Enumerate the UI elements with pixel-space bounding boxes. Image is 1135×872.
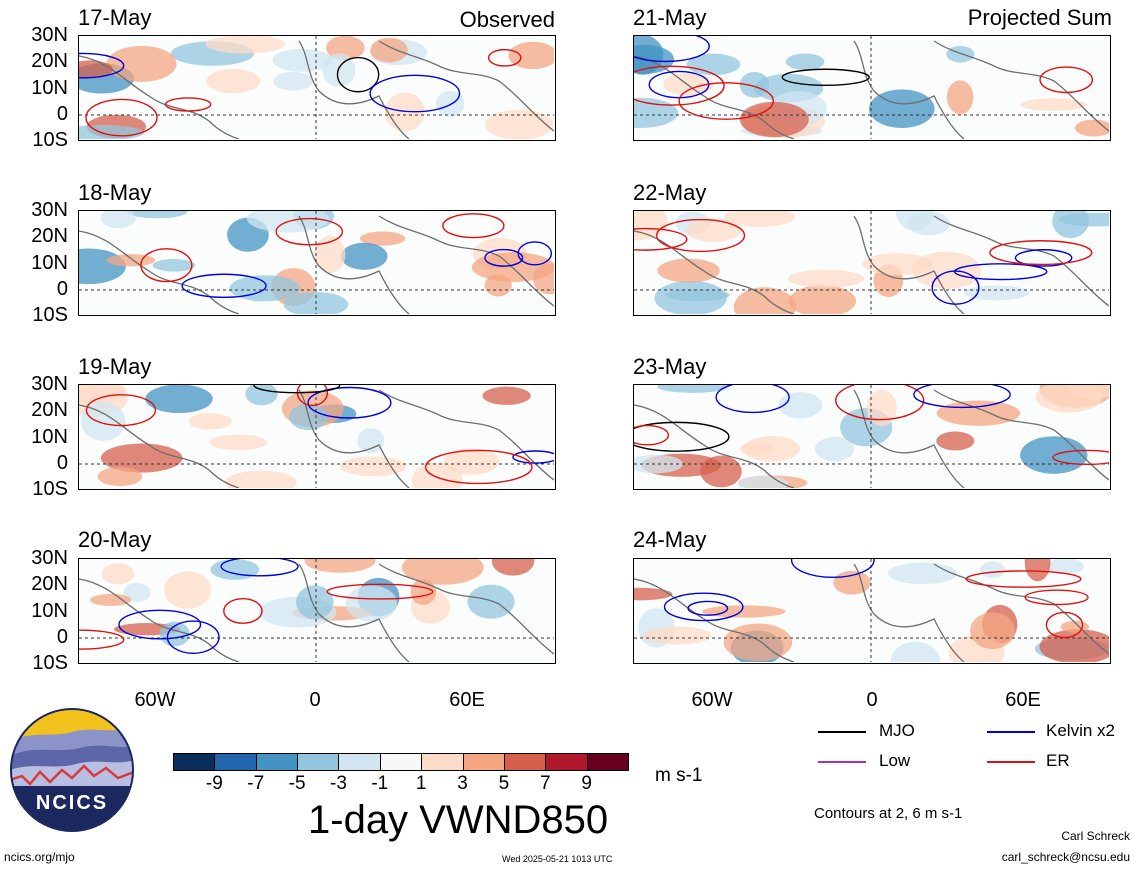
legend-label: Kelvin x2 <box>1046 721 1115 740</box>
panel-title: Projected Sum <box>967 5 1112 30</box>
map-panel <box>633 558 1111 664</box>
legend-label: ER <box>1046 751 1070 770</box>
lat-label: 10N <box>31 426 68 448</box>
panel-date: 22-May <box>633 180 707 205</box>
map-field <box>634 385 1109 488</box>
footer-timestamp: Wed 2025-05-21 1013 UTC <box>502 854 613 864</box>
colorbar-label: 7 <box>539 773 551 794</box>
footer-email: carl_schreck@ncsu.edu <box>1001 850 1130 864</box>
map-panel <box>78 35 556 141</box>
panel-date: 20-May <box>78 527 152 552</box>
lon-label: 0 <box>309 689 321 711</box>
map-field <box>79 211 554 314</box>
colorbar-label: -5 <box>288 773 306 794</box>
lat-label: 20N <box>31 399 68 421</box>
colorbar-box <box>545 753 588 771</box>
lat-label: 10N <box>31 600 68 622</box>
colorbar-box <box>297 753 340 771</box>
panel-title: Observed <box>459 7 555 32</box>
panel-date: 21-May <box>633 5 707 30</box>
lat-label: 30N <box>31 373 68 395</box>
colorbar-box <box>462 753 505 771</box>
lon-label: 60E <box>1005 689 1041 711</box>
map-panel <box>633 384 1111 490</box>
legend-label: Low <box>879 751 911 770</box>
colorbar-box <box>173 753 216 771</box>
lat-label: 10S <box>32 304 68 326</box>
lat-label: 30N <box>31 547 68 569</box>
map-panel <box>78 210 556 316</box>
legend-line-mjo <box>818 731 866 733</box>
map-field <box>79 385 554 488</box>
footer-url: ncics.org/mjo <box>4 850 75 864</box>
legend-line-low <box>818 761 866 763</box>
colorbar <box>173 753 629 771</box>
map-field <box>634 211 1109 314</box>
colorbar-labels: -9 -7 -5 -3 -1 1 3 5 7 9 <box>173 774 628 794</box>
colorbar-units: m s-1 <box>655 765 703 786</box>
colorbar-label: 5 <box>498 773 510 794</box>
lat-label: 10S <box>32 652 68 674</box>
colorbar-box <box>338 753 381 771</box>
colorbar-box <box>421 753 464 771</box>
panel-date: 19-May <box>78 354 152 379</box>
panel-date: 24-May <box>633 527 707 552</box>
lon-label: 60W <box>691 689 733 711</box>
panel-date: 17-May <box>78 5 152 30</box>
panel-date: 23-May <box>633 354 707 379</box>
lat-label: 20N <box>31 225 68 247</box>
map-field <box>79 36 554 139</box>
lon-label: 60W <box>134 689 176 711</box>
colorbar-label: -7 <box>247 773 265 794</box>
colorbar-box <box>255 753 299 771</box>
colorbar-label: -3 <box>330 773 347 794</box>
colorbar-box <box>379 753 423 771</box>
map-panel <box>633 35 1111 141</box>
logo-text: NCICS <box>35 792 109 814</box>
legend-label: MJO <box>879 721 915 740</box>
lat-label: 10S <box>32 478 68 500</box>
lat-label: 0 <box>56 626 68 648</box>
legend-line-er <box>987 761 1035 763</box>
figure-title: 1-day VWND850 <box>308 798 609 842</box>
lat-label: 0 <box>56 103 68 125</box>
footer-author: Carl Schreck <box>1061 829 1130 843</box>
ncics-logo: NCICS <box>10 708 134 832</box>
lat-label: 0 <box>56 452 68 474</box>
lat-label: 20N <box>31 50 68 72</box>
legend-line-kelvin <box>987 731 1035 733</box>
map-field <box>634 559 1109 662</box>
colorbar-label: -9 <box>205 773 223 794</box>
map-panel <box>78 384 556 490</box>
lat-label: 10N <box>31 252 68 274</box>
lat-label: 30N <box>31 24 68 46</box>
colorbar-label: -1 <box>371 773 389 794</box>
lon-label: 60E <box>449 689 485 711</box>
lat-label: 0 <box>56 278 68 300</box>
lon-label: 0 <box>866 689 878 711</box>
lat-label: 10N <box>31 77 68 99</box>
colorbar-label: 1 <box>415 773 427 794</box>
lat-label: 30N <box>31 199 68 221</box>
map-panel <box>633 210 1111 316</box>
colorbar-box <box>503 753 547 771</box>
colorbar-label: 9 <box>581 773 592 794</box>
colorbar-box <box>586 753 629 771</box>
map-panel <box>78 558 556 664</box>
colorbar-box <box>214 753 257 771</box>
lat-label: 10S <box>32 129 68 151</box>
map-field <box>79 559 554 662</box>
contour-note: Contours at 2, 6 m s-1 <box>814 805 963 822</box>
map-field <box>634 36 1109 139</box>
panel-date: 18-May <box>78 180 152 205</box>
colorbar-label: 3 <box>457 773 468 794</box>
lat-label: 20N <box>31 573 68 595</box>
